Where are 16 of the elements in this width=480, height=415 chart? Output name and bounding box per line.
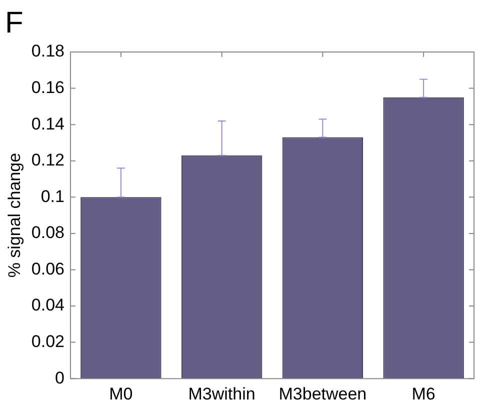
x-tick-label: M0 xyxy=(109,384,133,404)
y-tick-label: 0 xyxy=(55,368,64,388)
y-tick-label: 0.06 xyxy=(31,259,64,278)
y-tick-label: 0.18 xyxy=(31,42,64,61)
x-tick-label: M3within xyxy=(188,384,256,404)
y-tick-label: 0.08 xyxy=(31,223,64,242)
chart-title: F xyxy=(5,6,24,40)
y-axis-title: % signal change xyxy=(4,152,24,278)
x-tick-label: M3between xyxy=(278,384,367,404)
x-tick-label: M6 xyxy=(412,384,436,404)
y-tick-label: 0.14 xyxy=(31,114,64,134)
y-tick-label: 0.1 xyxy=(40,186,64,206)
y-tick-label: 0.02 xyxy=(31,332,64,351)
y-tick-label: 0.12 xyxy=(31,150,64,170)
y-tick-label: 0.16 xyxy=(31,78,64,97)
y-tick-label: 0.04 xyxy=(31,296,64,315)
